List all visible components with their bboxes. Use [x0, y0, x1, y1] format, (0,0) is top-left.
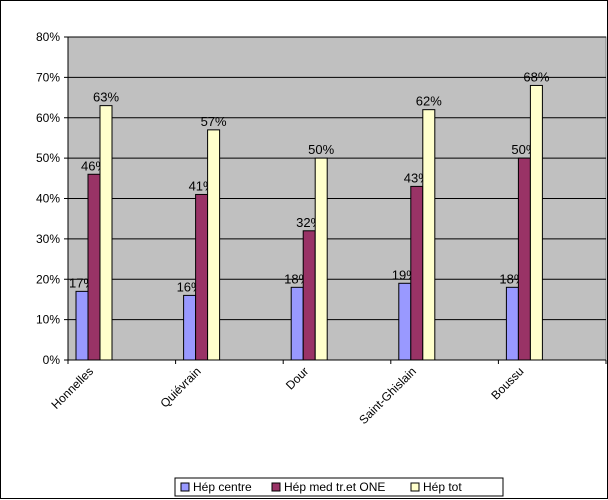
x-category-label: Dour — [283, 364, 311, 392]
legend-swatch — [271, 482, 281, 492]
legend-label: Hép tot — [423, 480, 462, 494]
bar — [87, 173, 101, 361]
data-label: 63% — [93, 90, 119, 105]
bar — [207, 129, 221, 361]
legend-swatch — [180, 482, 190, 492]
bar — [75, 290, 89, 361]
bar — [422, 109, 436, 361]
bar — [517, 157, 531, 361]
bar — [290, 286, 304, 361]
bar — [505, 286, 519, 361]
legend-label: Hép centre — [193, 480, 252, 494]
bar — [195, 193, 209, 361]
data-label: 57% — [201, 114, 227, 129]
y-tick-label: 0% — [43, 353, 61, 367]
x-category-label: Boussu — [488, 364, 526, 402]
y-tick-label: 10% — [36, 313, 60, 327]
y-tick-label: 60% — [36, 111, 60, 125]
x-category-label: Quiévrain — [158, 364, 204, 410]
bar — [529, 84, 543, 361]
y-tick-label: 70% — [36, 70, 60, 84]
data-label: 68% — [523, 69, 549, 84]
legend-swatch — [410, 482, 420, 492]
data-label: 50% — [308, 142, 334, 157]
x-category-label: Honnelles — [48, 364, 96, 412]
bar — [410, 185, 424, 361]
legend-label: Hép med tr.et ONE — [284, 480, 385, 494]
y-tick-label: 20% — [36, 272, 60, 286]
bar — [314, 157, 328, 361]
bar — [183, 294, 197, 361]
y-tick-label: 50% — [36, 151, 60, 165]
x-category-label: Saint-Ghislain — [356, 364, 419, 427]
y-tick-label: 40% — [36, 192, 60, 206]
y-tick-label: 80% — [36, 30, 60, 44]
bar — [302, 230, 316, 361]
bar — [99, 105, 113, 361]
legend — [174, 477, 504, 497]
bar — [398, 282, 412, 361]
data-label: 62% — [416, 94, 442, 109]
y-tick-label: 30% — [36, 232, 60, 246]
